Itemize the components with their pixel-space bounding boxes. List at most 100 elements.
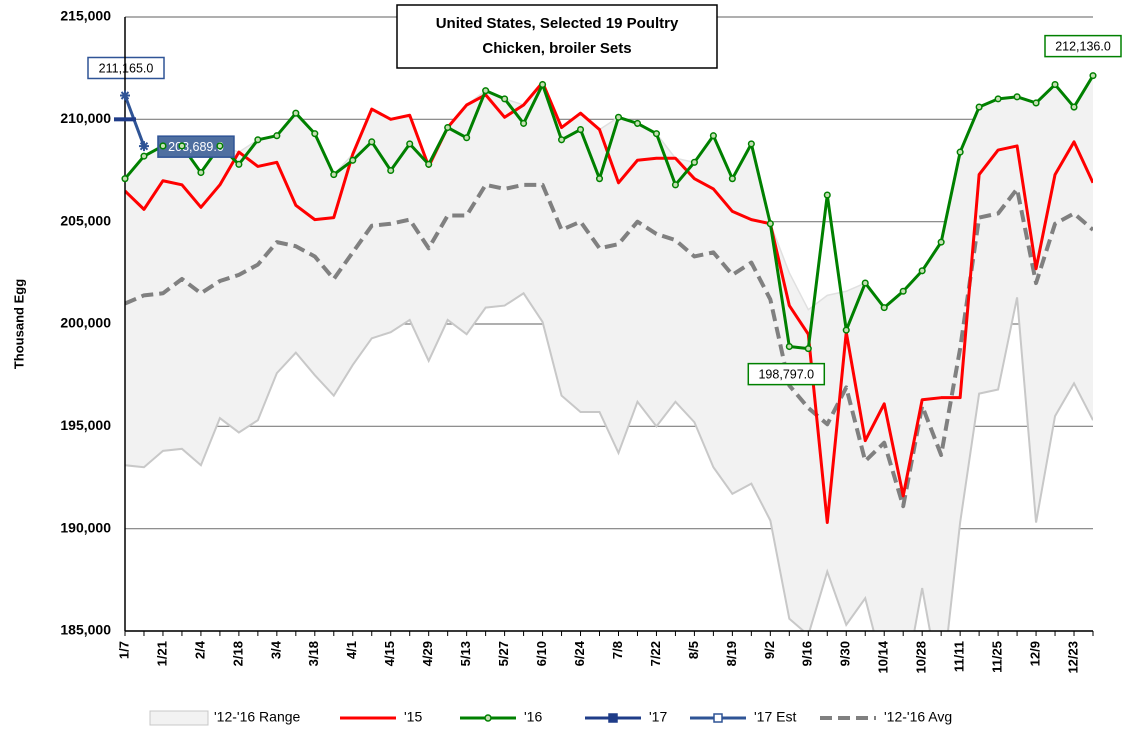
range-low <box>125 291 1093 631</box>
x-tick-label: 5/13 <box>458 641 473 666</box>
x-tick-label: 6/10 <box>534 641 549 666</box>
x-tick-label: 5/27 <box>496 641 511 666</box>
point <box>1032 99 1040 107</box>
legend-label: '12-'16 Avg <box>884 709 952 725</box>
y-tick-label: 205,000 <box>60 212 111 228</box>
point <box>975 103 983 111</box>
point <box>444 123 452 132</box>
x-tick-label: 11/11 <box>952 641 967 672</box>
legend-label: '12-'16 Range <box>214 709 301 725</box>
x-tick-label: 8/19 <box>724 641 739 666</box>
point <box>425 160 433 168</box>
x-tick-label: 2/18 <box>230 641 245 666</box>
x-tick-label: 2/4 <box>192 640 207 659</box>
point <box>292 109 300 117</box>
point <box>576 126 585 134</box>
point <box>747 140 755 148</box>
point <box>368 138 376 146</box>
point <box>178 142 186 150</box>
legend-label: '17 Est <box>754 709 796 725</box>
point <box>956 148 964 156</box>
x-tick-label: 7/22 <box>648 641 663 666</box>
x-tick-label: 4/29 <box>420 641 435 666</box>
legend-marker <box>484 714 492 722</box>
plot-area <box>125 74 1093 631</box>
point <box>254 136 262 144</box>
point <box>614 113 623 121</box>
annotations: 198,797.0 212,136.0 211,165.0 208,689.0 <box>87 34 1122 386</box>
chart-subtitle: Chicken, broiler Sets <box>482 40 631 57</box>
x-tick-label: 9/30 <box>838 641 853 666</box>
legend-marker <box>713 713 723 723</box>
data-label: 208,689.0 <box>168 140 224 154</box>
x-tick-label: 4/15 <box>382 641 397 666</box>
point <box>138 141 149 152</box>
x-tick-label: 3/18 <box>306 641 321 666</box>
series-line <box>125 182 1093 509</box>
point <box>539 80 547 89</box>
point <box>766 220 774 228</box>
point <box>1089 72 1097 80</box>
chart-title: United States, Selected 19 Poultry <box>436 15 679 32</box>
legend-swatch <box>149 710 209 726</box>
x-tick-label: 11/25 <box>990 641 1005 673</box>
point <box>197 168 205 177</box>
x-tick-label: 7/8 <box>610 641 625 659</box>
data-label-box <box>157 135 235 158</box>
point <box>937 238 945 246</box>
point <box>1013 93 1021 101</box>
point <box>652 130 661 138</box>
point <box>804 345 812 353</box>
y-tick-label: 195,000 <box>60 417 111 433</box>
data-label: 198,797.0 <box>758 367 814 381</box>
range-band <box>125 75 1093 631</box>
point <box>120 90 130 101</box>
point <box>311 130 319 138</box>
legend-label: '17 <box>649 709 667 725</box>
point <box>387 166 395 175</box>
x-tick-label: 4/1 <box>344 641 359 659</box>
point <box>114 117 136 122</box>
point <box>690 158 698 166</box>
point <box>861 279 869 287</box>
x-tick-label: 10/28 <box>914 641 929 674</box>
point <box>709 132 717 140</box>
point <box>501 95 509 103</box>
point <box>330 171 338 179</box>
point <box>918 267 926 275</box>
point <box>1051 80 1059 89</box>
x-tick-label: 9/2 <box>762 641 777 659</box>
data-label: 212,136.0 <box>1055 39 1111 53</box>
point <box>595 175 604 183</box>
point <box>121 175 129 183</box>
point <box>482 87 490 95</box>
point <box>159 142 167 150</box>
point <box>899 287 907 295</box>
series-line <box>125 74 1093 351</box>
y-tick-label: 185,000 <box>60 622 111 638</box>
data-label-box <box>1044 34 1122 58</box>
point <box>520 119 528 127</box>
y-axis-title: Thousand Egg <box>11 279 26 369</box>
y-tick-label: 200,000 <box>60 315 111 331</box>
point <box>557 136 566 144</box>
x-tick-label: 1/21 <box>154 641 169 666</box>
x-tick-label: 8/5 <box>686 641 701 659</box>
x-tick-label: 3/4 <box>268 640 283 659</box>
legend-label: '16 <box>524 709 542 725</box>
series-line <box>125 80 1093 525</box>
point <box>994 95 1002 103</box>
x-tick-label: 12/9 <box>1027 641 1042 666</box>
point <box>349 156 357 164</box>
point <box>463 134 471 142</box>
x-tick-label: 1/7 <box>116 641 131 659</box>
point <box>235 160 243 168</box>
y-tick-label: 215,000 <box>60 8 111 24</box>
point <box>140 152 148 160</box>
title-box <box>396 4 718 69</box>
y-tick-label: 210,000 <box>60 110 111 126</box>
legend-marker <box>608 713 618 723</box>
data-label: 211,165.0 <box>99 61 154 75</box>
data-label-box <box>87 56 165 80</box>
legend-label: '15 <box>404 709 422 725</box>
